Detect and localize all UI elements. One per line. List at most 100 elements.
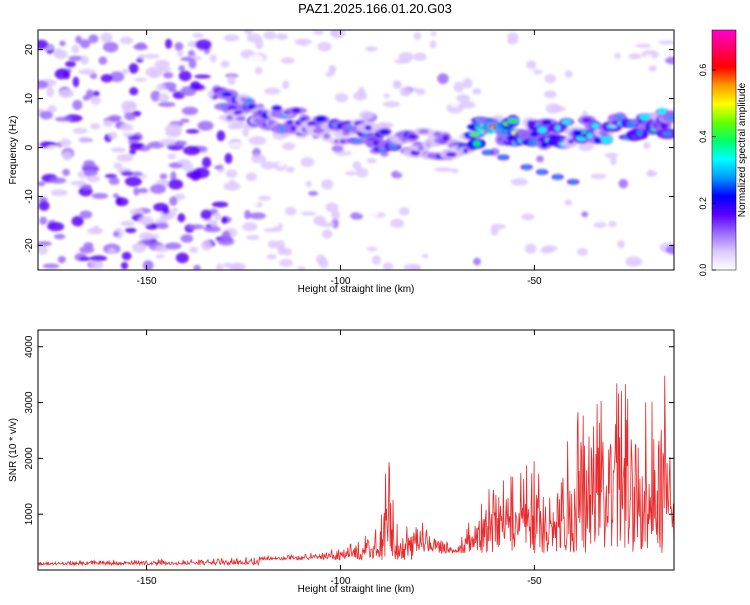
heatmap-cell bbox=[248, 104, 256, 110]
snr-series-line bbox=[38, 375, 674, 567]
heatmap-cell bbox=[383, 93, 390, 99]
heatmap-cell bbox=[183, 146, 201, 156]
heatmap-cell bbox=[595, 191, 613, 196]
heatmap-cell bbox=[662, 131, 673, 136]
heatmap-cell bbox=[79, 39, 91, 49]
heatmap-cell bbox=[57, 255, 66, 264]
heatmap-cell bbox=[178, 65, 186, 72]
heatmap-cell bbox=[108, 177, 120, 185]
heatmap-cell bbox=[528, 139, 536, 146]
x-tick-label: -100 bbox=[330, 576, 350, 587]
heatmap-cell bbox=[100, 32, 113, 43]
colorbar-tick-label: 0.0 bbox=[698, 264, 708, 277]
heatmap-cell bbox=[266, 211, 279, 218]
heatmap-cell bbox=[187, 208, 196, 215]
heatmap-cell bbox=[140, 174, 147, 179]
heatmap-cell bbox=[452, 184, 465, 195]
x-tick-label: -150 bbox=[137, 576, 157, 587]
heatmap-cell bbox=[392, 192, 405, 198]
heatmap-cell bbox=[254, 66, 263, 75]
x-tick-label: -150 bbox=[137, 276, 157, 287]
heatmap-cell bbox=[138, 215, 154, 226]
heatmap-cell bbox=[242, 127, 250, 138]
heatmap-cell bbox=[362, 207, 379, 219]
heatmap-cell bbox=[581, 211, 589, 218]
heatmap-cell bbox=[617, 240, 625, 249]
heatmap-cell bbox=[129, 87, 139, 96]
heatmap-cell bbox=[380, 232, 394, 243]
heatmap-cell bbox=[521, 213, 535, 221]
heatmap-cell bbox=[82, 95, 90, 101]
heatmap-cell bbox=[429, 40, 437, 49]
heatmap-cell bbox=[129, 208, 144, 216]
heatmap-cell bbox=[418, 129, 430, 134]
heatmap-cell bbox=[165, 38, 173, 49]
heatmap-cell bbox=[138, 187, 149, 194]
y-tick-label: 2000 bbox=[24, 447, 35, 470]
heatmap-cell bbox=[156, 222, 169, 230]
heatmap-cell bbox=[136, 42, 147, 49]
heatmap-cell bbox=[93, 182, 102, 188]
heatmap-cell bbox=[582, 117, 592, 123]
heatmap-cell bbox=[119, 36, 134, 45]
heatmap-cell bbox=[628, 53, 642, 60]
heatmap-cell bbox=[437, 73, 449, 85]
heatmap-cell bbox=[80, 55, 89, 65]
y-tick-label: -10 bbox=[24, 189, 35, 204]
heatmap-cell bbox=[331, 30, 346, 39]
heatmap-cell bbox=[382, 101, 401, 108]
heatmap-cell bbox=[225, 169, 238, 178]
heatmap-cell bbox=[554, 125, 561, 131]
heatmap-cell bbox=[171, 207, 179, 212]
heatmap-cell bbox=[248, 212, 267, 220]
heatmap-cell bbox=[445, 152, 457, 157]
heatmap-cell bbox=[299, 41, 307, 46]
heatmap-cell bbox=[229, 43, 237, 53]
heatmap-cell bbox=[331, 209, 341, 221]
heatmap-cell bbox=[640, 60, 654, 66]
heatmap-cell bbox=[112, 193, 119, 198]
heatmap-cell bbox=[92, 90, 100, 97]
heatmap-cell bbox=[593, 222, 607, 228]
heatmap-cell bbox=[201, 157, 212, 168]
heatmap-cell bbox=[89, 72, 98, 80]
heatmap-cell bbox=[62, 168, 70, 177]
heatmap-cell bbox=[125, 101, 138, 111]
heatmap-cell bbox=[260, 161, 276, 170]
heatmap-cell bbox=[242, 222, 258, 232]
heatmap-cell bbox=[284, 206, 297, 216]
heatmap-cell bbox=[107, 115, 122, 122]
heatmap-cell bbox=[195, 39, 212, 51]
heatmap-cell bbox=[38, 80, 49, 89]
heatmap-cell bbox=[335, 72, 351, 80]
heatmap-cell bbox=[564, 199, 573, 206]
heatmap-cell bbox=[213, 165, 224, 170]
y-tick-label: 20 bbox=[24, 44, 35, 56]
heatmap-cell bbox=[223, 34, 240, 42]
colorbar-tick-label: 0.2 bbox=[698, 197, 708, 210]
spectrogram-frame bbox=[37, 29, 675, 271]
heatmap-cell bbox=[561, 119, 572, 125]
heatmap-cell bbox=[377, 244, 384, 254]
y-tick-label: 10 bbox=[24, 93, 35, 105]
heatmap-cell bbox=[121, 68, 129, 75]
heatmap-cell bbox=[228, 141, 243, 148]
heatmap-cell bbox=[169, 196, 178, 206]
heatmap-cell bbox=[100, 74, 113, 83]
heatmap-cell bbox=[277, 198, 293, 206]
heatmap-cell bbox=[178, 70, 192, 82]
heatmap-cell bbox=[544, 74, 556, 84]
heatmap-cell bbox=[305, 180, 312, 188]
snr-x-ticks: -150 -100 -50 bbox=[137, 330, 542, 587]
heatmap-cell bbox=[221, 216, 228, 224]
heatmap-cell bbox=[267, 240, 279, 249]
spectrogram-y-label: Frequency (Hz) bbox=[8, 116, 19, 185]
heatmap-cell bbox=[112, 231, 120, 238]
heatmap-cell bbox=[129, 143, 143, 151]
heatmap-cell bbox=[176, 50, 184, 57]
heatmap-cell bbox=[63, 70, 71, 80]
heatmap-cell bbox=[646, 170, 658, 177]
heatmap-cell bbox=[157, 93, 170, 103]
